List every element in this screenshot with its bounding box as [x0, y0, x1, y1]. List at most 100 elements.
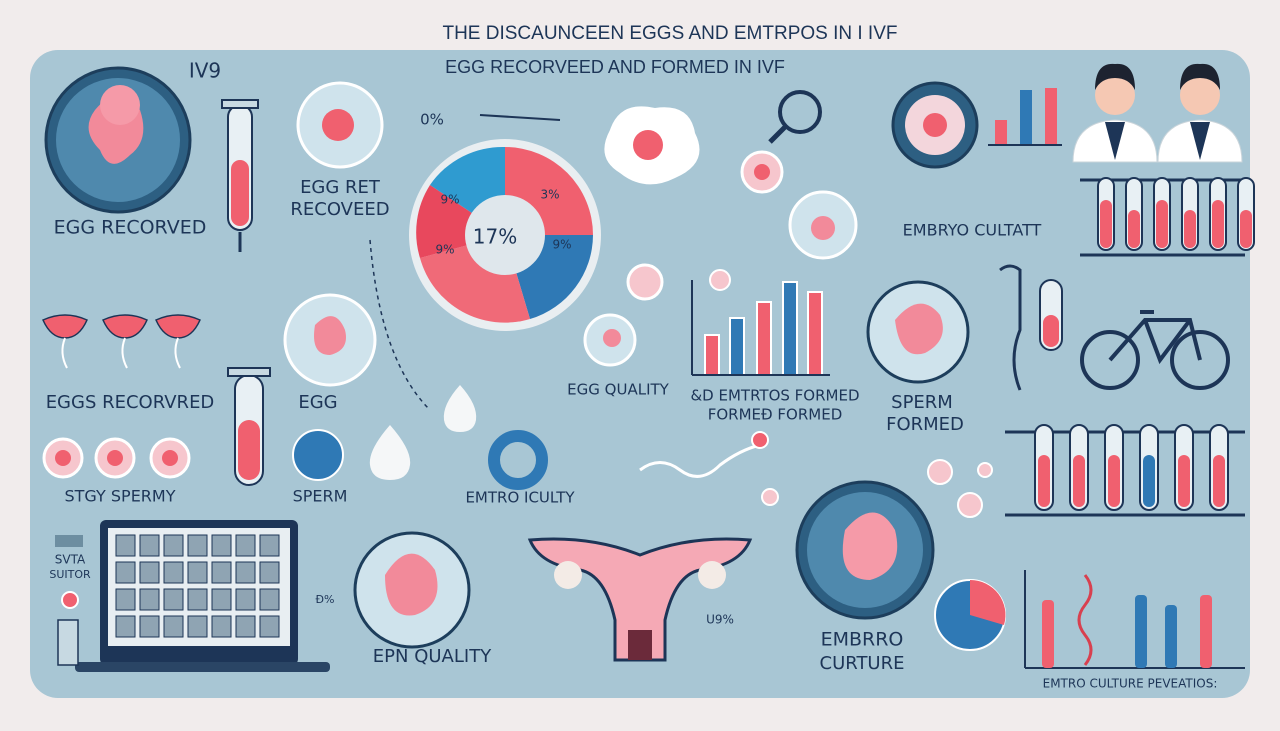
bar-icon [1042, 600, 1054, 668]
circle-icon [55, 450, 71, 466]
bar-icon [756, 301, 772, 376]
label: 9% [435, 243, 454, 257]
magnifier-handle [768, 124, 788, 144]
cervix [628, 630, 652, 660]
circle-icon [754, 164, 770, 180]
tube-liquid [1240, 210, 1252, 248]
shape [1095, 63, 1135, 90]
label: STGY SPERMY [65, 487, 176, 506]
uterus-icon [42, 314, 88, 339]
arrow [369, 239, 431, 411]
tube-liquid [1212, 200, 1224, 248]
thumbnail [259, 561, 280, 584]
bike-wheel [1170, 330, 1230, 390]
uterus-stem [121, 337, 128, 369]
ovary [554, 561, 582, 589]
bar-icon [1045, 88, 1057, 145]
thumbnail [139, 534, 160, 557]
label: 9% [440, 193, 459, 207]
doctor-head [1095, 75, 1135, 115]
tube-liquid [1184, 210, 1196, 248]
label: EMTRO ICULTY [465, 489, 575, 507]
tube-liquid [238, 420, 260, 480]
thumbnail [139, 615, 160, 638]
thumbnail [139, 588, 160, 611]
thumbnail [211, 534, 232, 557]
circle-icon [162, 450, 178, 466]
panel [30, 50, 1250, 698]
tube-liquid [1073, 455, 1085, 507]
label: EGG [298, 392, 337, 413]
pie-slice [970, 579, 1006, 625]
gear [488, 430, 548, 490]
drop [369, 425, 411, 480]
tube-liquid [1156, 200, 1168, 248]
uterus-icon [155, 314, 201, 339]
thumbnail [115, 534, 136, 557]
tube-liquid [1143, 455, 1155, 507]
bar-icon [995, 120, 1007, 145]
tube-liquid [1178, 455, 1190, 507]
label: RECOVEED [290, 199, 389, 220]
circle-icon [61, 591, 79, 609]
trend-line [1077, 574, 1093, 666]
stethoscope [999, 264, 1022, 391]
icon [55, 535, 83, 547]
thumbnail [139, 561, 160, 584]
circle-icon [927, 459, 953, 485]
thumbnail [211, 561, 232, 584]
thumbnail [187, 615, 208, 638]
thumbnail [115, 588, 136, 611]
tube-cap [221, 99, 259, 109]
circle-icon [603, 329, 621, 347]
circle-icon [957, 492, 983, 518]
label: FORMED [886, 414, 964, 435]
thumbnail [259, 588, 280, 611]
thumbnail [163, 534, 184, 557]
thumbnail [235, 561, 256, 584]
icon [57, 619, 79, 666]
circle-icon [626, 263, 664, 301]
magnifier [778, 90, 822, 134]
label: Ð% [316, 593, 335, 606]
thumbnail [187, 534, 208, 557]
thumbnail [235, 588, 256, 611]
circle-icon [923, 113, 947, 137]
circle-icon [811, 216, 835, 240]
thumbnail [187, 561, 208, 584]
bar-icon [807, 291, 823, 376]
tube-liquid [1100, 200, 1112, 248]
sperm-tail [639, 443, 761, 478]
label: &D EMTRTOS FORMED [690, 387, 859, 405]
label: EMBRYO CULTATT [903, 221, 1042, 240]
label: EGG RECORVEED AND FORMED IN IVF [445, 57, 785, 77]
doctor-head [1180, 75, 1220, 115]
uterus-icon [102, 314, 148, 339]
drop [443, 385, 477, 432]
tube-liquid [1038, 455, 1050, 507]
thumbnail [259, 534, 280, 557]
thumbnail [211, 615, 232, 638]
label: SPERM [293, 487, 348, 506]
thumbnail [235, 615, 256, 638]
sperm-egg [292, 429, 344, 481]
circle-icon [751, 431, 769, 449]
label: EGG RET [300, 177, 381, 198]
label: CURTURE [820, 653, 905, 674]
thumbnail [115, 615, 136, 638]
laptop-base [75, 662, 330, 672]
label: 17% [473, 225, 517, 249]
label: 9% [552, 238, 571, 252]
label: FORMEÐ FORMED [708, 406, 843, 424]
thumbnail [163, 588, 184, 611]
bar-icon [1165, 605, 1177, 668]
thumbnail [211, 588, 232, 611]
label: EGG QUALITY [567, 381, 669, 399]
thumbnail [163, 615, 184, 638]
label: THE DISCAUNCEEN EGGS AND EMTRPOS IN I IV… [442, 23, 897, 44]
tube-liquid [1108, 455, 1120, 507]
bar-icon [729, 317, 745, 376]
shape [1105, 122, 1125, 160]
